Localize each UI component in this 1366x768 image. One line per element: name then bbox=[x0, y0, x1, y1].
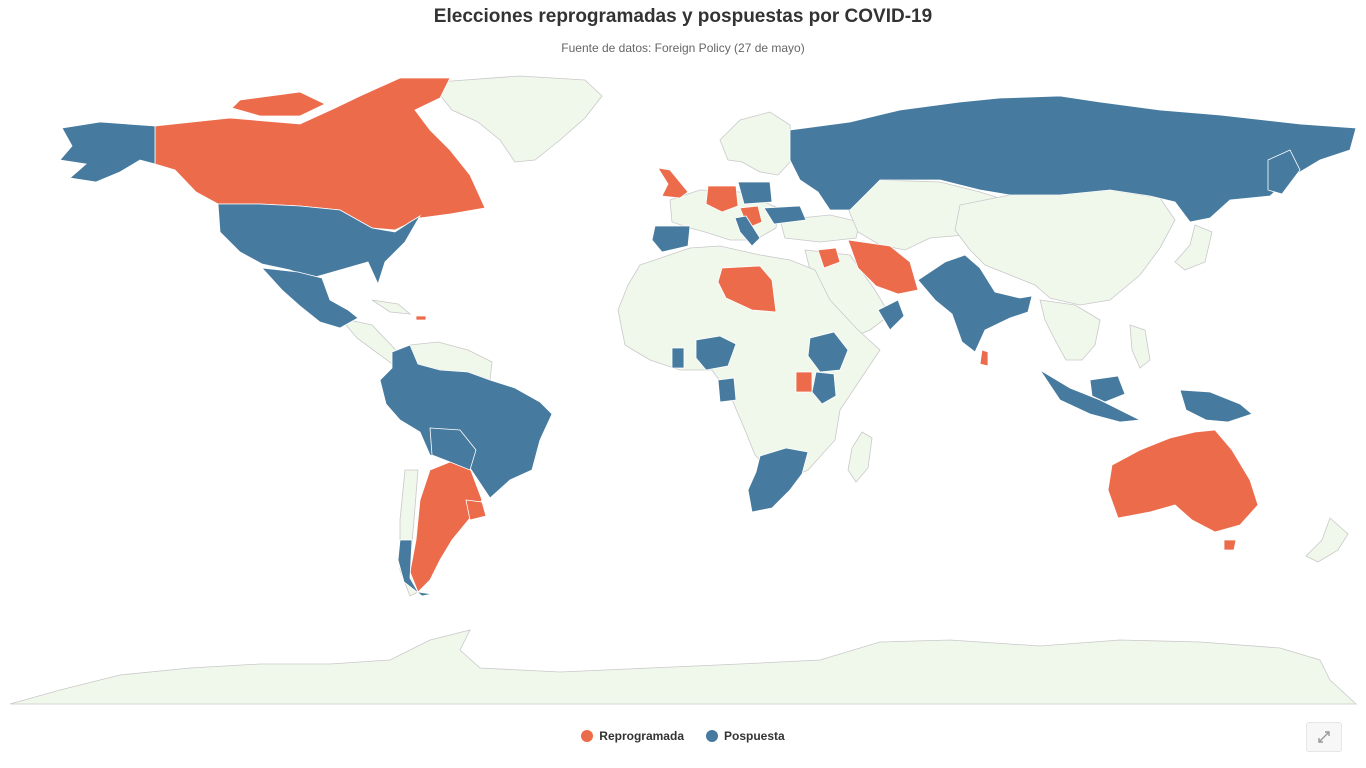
country-uruguay[interactable] bbox=[465, 499, 487, 521]
country-india-region[interactable] bbox=[917, 254, 1033, 353]
country-kenya[interactable] bbox=[811, 371, 837, 405]
legend-item-postponed[interactable]: Pospuesta bbox=[706, 729, 785, 743]
chart-subtitle: Fuente de datos: Foreign Policy (27 de m… bbox=[561, 41, 805, 55]
country-spain[interactable] bbox=[651, 225, 691, 253]
legend-label-postponed: Pospuesta bbox=[724, 729, 785, 743]
chart-legend: Reprogramada Pospuesta bbox=[0, 729, 1366, 743]
country-turkey-region[interactable] bbox=[779, 214, 861, 243]
country-philippines[interactable] bbox=[1129, 324, 1151, 369]
country-italy[interactable] bbox=[734, 215, 761, 247]
country-caribbean[interactable] bbox=[371, 299, 412, 315]
country-madagascar[interactable] bbox=[847, 431, 873, 483]
country-papua[interactable] bbox=[1179, 389, 1253, 423]
country-kamchatka[interactable] bbox=[1267, 149, 1301, 195]
country-alaska[interactable] bbox=[59, 121, 156, 183]
legend-swatch-postponed bbox=[706, 730, 718, 742]
country-ethiopia[interactable] bbox=[807, 331, 849, 373]
country-australia[interactable] bbox=[1107, 429, 1259, 533]
legend-swatch-rescheduled bbox=[581, 730, 594, 742]
country-south-america-north[interactable] bbox=[379, 344, 553, 499]
country-puerto-rico[interactable] bbox=[415, 315, 427, 321]
country-indonesia[interactable] bbox=[1039, 369, 1142, 423]
country-ukraine[interactable] bbox=[763, 205, 807, 225]
country-tasmania[interactable] bbox=[1223, 539, 1237, 551]
country-southern-africa[interactable] bbox=[747, 447, 809, 513]
country-new-zealand[interactable] bbox=[1305, 517, 1349, 563]
country-iran[interactable] bbox=[847, 239, 919, 295]
country-antarctica[interactable] bbox=[9, 629, 1358, 705]
postponed-countries bbox=[59, 95, 1357, 597]
country-africa[interactable] bbox=[617, 245, 881, 479]
rescheduled-countries bbox=[154, 77, 1259, 593]
country-japan[interactable] bbox=[1174, 224, 1213, 271]
country-canada-islands[interactable] bbox=[231, 91, 326, 117]
zoom-button[interactable] bbox=[1306, 722, 1342, 752]
country-bolivia-paraguay[interactable] bbox=[429, 427, 477, 471]
country-argentina[interactable] bbox=[409, 461, 483, 593]
country-greenland[interactable] bbox=[437, 75, 603, 163]
country-gabon[interactable] bbox=[717, 377, 737, 403]
country-southeast-asia[interactable] bbox=[1039, 299, 1101, 361]
country-oman-yemen[interactable] bbox=[877, 299, 905, 331]
country-canada[interactable] bbox=[154, 77, 486, 231]
country-russia[interactable] bbox=[789, 95, 1357, 223]
country-borneo[interactable] bbox=[1089, 375, 1126, 403]
country-united-states[interactable] bbox=[217, 203, 422, 286]
country-sri-lanka[interactable] bbox=[979, 349, 989, 367]
country-libya[interactable] bbox=[717, 265, 777, 313]
country-united-kingdom[interactable] bbox=[657, 167, 689, 199]
country-uganda[interactable] bbox=[795, 371, 813, 393]
country-germany-czech[interactable] bbox=[705, 185, 739, 213]
country-mexico[interactable] bbox=[260, 267, 359, 329]
legend-item-rescheduled[interactable]: Reprogramada bbox=[581, 729, 684, 743]
legend-label-rescheduled: Reprogramada bbox=[599, 729, 684, 743]
country-chile-south[interactable] bbox=[397, 539, 433, 597]
country-ghana[interactable] bbox=[671, 347, 685, 369]
country-syria[interactable] bbox=[817, 247, 841, 269]
chart-title: Elecciones reprogramadas y pospuestas po… bbox=[433, 6, 933, 27]
country-poland[interactable] bbox=[737, 181, 773, 205]
expand-icon bbox=[1318, 731, 1330, 743]
country-scandinavia[interactable] bbox=[719, 111, 793, 176]
country-nigeria[interactable] bbox=[695, 335, 737, 371]
